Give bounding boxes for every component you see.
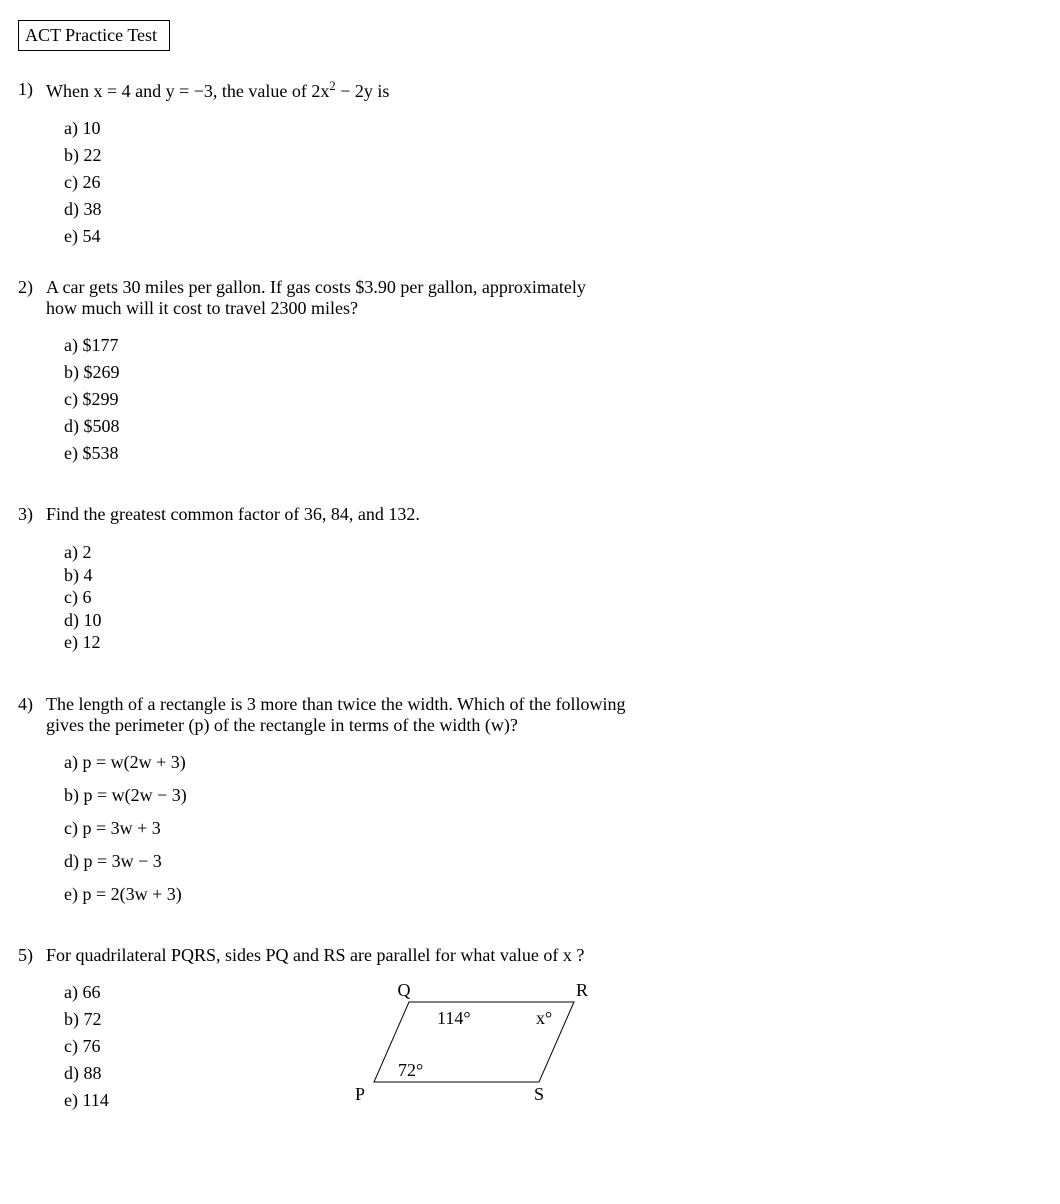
q1-choice-c: c) 26 <box>64 172 1042 193</box>
svg-text:x°: x° <box>536 1008 552 1028</box>
q1-choice-e: e) 54 <box>64 226 1042 247</box>
q1-choice-b: b) 22 <box>64 145 1042 166</box>
svg-text:72°: 72° <box>398 1060 423 1080</box>
svg-text:R: R <box>576 982 588 1000</box>
q4-number: 4) <box>18 694 46 715</box>
q4-text: The length of a rectangle is 3 more than… <box>46 694 1042 736</box>
q2-choice-d: d) $508 <box>64 416 1042 437</box>
q2-choices: a) $177 b) $269 c) $299 d) $508 e) $538 <box>64 335 1042 464</box>
q1-choices: a) 10 b) 22 c) 26 d) 38 e) 54 <box>64 118 1042 247</box>
q5-choice-b: b) 72 <box>64 1009 344 1030</box>
q4-choices: a) p = w(2w + 3) b) p = w(2w − 3) c) p =… <box>64 752 1042 905</box>
question-5: 5) For quadrilateral PQRS, sides PQ and … <box>18 945 1042 1117</box>
q2-stem: 2) A car gets 30 miles per gallon. If ga… <box>18 277 1042 319</box>
q3-choice-c: c) 6 <box>64 586 1042 609</box>
q1-text-post: − 2y is <box>336 81 390 101</box>
q4-stem: 4) The length of a rectangle is 3 more t… <box>18 694 1042 736</box>
svg-text:S: S <box>534 1084 544 1104</box>
q1-choice-d: d) 38 <box>64 199 1042 220</box>
q5-text: For quadrilateral PQRS, sides PQ and RS … <box>46 945 1042 966</box>
page-title-box: ACT Practice Test <box>18 20 170 51</box>
q2-text-line2: how much will it cost to travel 2300 mil… <box>46 298 358 318</box>
q5-figure: Q R P S 114° x° 72° <box>354 982 614 1117</box>
q4-choice-e: e) p = 2(3w + 3) <box>64 884 1042 905</box>
q1-number: 1) <box>18 79 46 100</box>
q2-choice-e: e) $538 <box>64 443 1042 464</box>
q2-text: A car gets 30 miles per gallon. If gas c… <box>46 277 1042 319</box>
question-2: 2) A car gets 30 miles per gallon. If ga… <box>18 277 1042 464</box>
page-title: ACT Practice Test <box>25 25 157 45</box>
svg-text:114°: 114° <box>437 1008 471 1028</box>
q3-choice-d: d) 10 <box>64 609 1042 632</box>
question-3: 3) Find the greatest common factor of 36… <box>18 504 1042 654</box>
parallelogram-icon: Q R P S 114° x° 72° <box>354 982 614 1112</box>
q5-choice-c: c) 76 <box>64 1036 344 1057</box>
q3-choices: a) 2 b) 4 c) 6 d) 10 e) 12 <box>64 541 1042 654</box>
q3-number: 3) <box>18 504 46 525</box>
q4-choice-c: c) p = 3w + 3 <box>64 818 1042 839</box>
q4-choice-b: b) p = w(2w − 3) <box>64 785 1042 806</box>
q4-text-line2: gives the perimeter (p) of the rectangle… <box>46 715 518 735</box>
q3-choice-b: b) 4 <box>64 564 1042 587</box>
q5-choice-d: d) 88 <box>64 1063 344 1084</box>
q2-text-line1: A car gets 30 miles per gallon. If gas c… <box>46 277 586 297</box>
svg-text:P: P <box>355 1084 365 1104</box>
svg-text:Q: Q <box>398 982 411 1000</box>
q3-stem: 3) Find the greatest common factor of 36… <box>18 504 1042 525</box>
q4-choice-d: d) p = 3w − 3 <box>64 851 1042 872</box>
question-4: 4) The length of a rectangle is 3 more t… <box>18 694 1042 905</box>
q1-text: When x = 4 and y = −3, the value of 2x2 … <box>46 79 1042 102</box>
q4-choice-a: a) p = w(2w + 3) <box>64 752 1042 773</box>
q4-text-line1: The length of a rectangle is 3 more than… <box>46 694 626 714</box>
q5-choice-e: e) 114 <box>64 1090 344 1111</box>
q2-choice-b: b) $269 <box>64 362 1042 383</box>
q2-choice-a: a) $177 <box>64 335 1042 356</box>
q1-choice-a: a) 10 <box>64 118 1042 139</box>
q2-choice-c: c) $299 <box>64 389 1042 410</box>
q5-choices: a) 66 b) 72 c) 76 d) 88 e) 114 <box>64 982 344 1117</box>
q3-choice-e: e) 12 <box>64 631 1042 654</box>
q5-choice-a: a) 66 <box>64 982 344 1003</box>
q5-number: 5) <box>18 945 46 966</box>
q3-choice-a: a) 2 <box>64 541 1042 564</box>
q5-body: a) 66 b) 72 c) 76 d) 88 e) 114 Q R P S 114° x… <box>18 982 1042 1117</box>
q1-text-pre: When x = 4 and y = −3, the value of 2x <box>46 81 329 101</box>
question-1: 1) When x = 4 and y = −3, the value of 2… <box>18 79 1042 247</box>
q1-stem: 1) When x = 4 and y = −3, the value of 2… <box>18 79 1042 102</box>
q3-text: Find the greatest common factor of 36, 8… <box>46 504 1042 525</box>
q5-stem: 5) For quadrilateral PQRS, sides PQ and … <box>18 945 1042 966</box>
q2-number: 2) <box>18 277 46 298</box>
